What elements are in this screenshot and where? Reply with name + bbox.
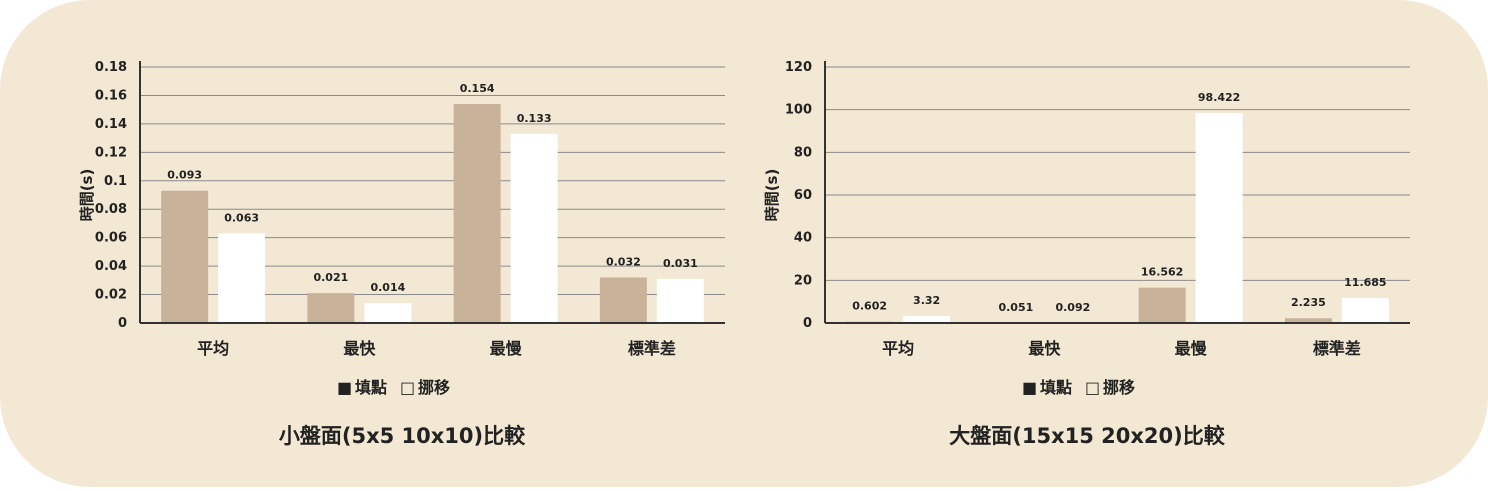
large-board-chart-svg: 0 20 40 60 80 100 120 0.602 3.32 平均 0.051 0.092 最快 16… [745,0,1445,487]
bar-move [511,134,558,323]
small-board-chart: 0 0.02 0.04 0.06 0.08 0.1 0.12 0.14 0.16 0.18 0.09… [60,0,760,487]
chart-title: 大盤面(15x15 20x20)比較 [949,424,1225,448]
data-label: 98.422 [1198,91,1240,104]
small-board-chart-svg: 0 0.02 0.04 0.06 0.08 0.1 0.12 0.14 0.16 0.18 0.09… [60,0,760,487]
y-tick-label: 40 [794,231,812,246]
y-tick-label: 0.16 [95,88,127,103]
data-label: 0.014 [370,281,405,294]
y-tick-label: 0.18 [95,60,127,75]
data-label: 11.685 [1344,276,1386,289]
data-label: 0.032 [606,255,641,268]
bar-fill [1139,288,1186,323]
bar-move [903,316,950,323]
data-label: 0.031 [663,257,698,270]
y-tick-label: 0.08 [95,202,127,217]
data-label: 0.021 [313,271,348,284]
y-axis-label: 時間(s) [78,169,96,222]
category-label: 最快 [1028,339,1061,358]
y-axis-label: 時間(s) [763,169,781,222]
data-label: 0.092 [1055,301,1090,314]
y-tick-label: 60 [794,188,812,203]
legend-marker-fill: ■ [337,378,352,397]
y-tick-label: 100 [785,103,812,118]
data-label: 0.093 [167,169,202,182]
y-tick-label: 0.04 [95,259,127,274]
y-tick-label: 0 [118,316,127,331]
bar-move [1196,113,1243,323]
data-label: 0.602 [852,300,887,313]
data-label: 3.32 [913,294,940,307]
bar-move [1342,298,1389,323]
legend-marker-fill: ■ [1022,378,1037,397]
bar-fill [454,104,501,323]
category-label: 最慢 [1175,339,1208,358]
legend-marker-move: □ [1085,378,1100,397]
bar-fill [600,277,647,323]
y-tick-label: 0.14 [95,117,127,132]
y-tick-label: 80 [794,145,812,160]
data-label: 16.562 [1141,266,1183,279]
legend-label-fill: 填點 [1040,378,1072,397]
legend-label-move: 挪移 [418,378,450,397]
data-label: 0.154 [460,82,495,95]
y-tick-label: 0.1 [104,174,127,189]
data-label: 2.235 [1291,296,1326,309]
y-tick-label: 0.02 [95,288,127,303]
bar-fill [307,293,354,323]
y-tick-label: 0.12 [95,145,127,160]
data-label: 0.051 [998,301,1033,314]
bar-move [657,279,704,323]
category-label: 最快 [343,339,376,358]
chart-title: 小盤面(5x5 10x10)比較 [279,424,526,448]
legend-label-move: 挪移 [1103,378,1135,397]
category-label: 平均 [882,339,914,358]
bar-move [364,303,411,323]
category-label: 標準差 [1313,339,1361,358]
data-label: 0.063 [224,211,259,224]
y-tick-label: 0 [803,316,812,331]
category-label: 最慢 [490,339,523,358]
category-label: 標準差 [628,339,676,358]
bar-move [218,233,265,323]
legend-marker-move: □ [400,378,415,397]
y-tick-label: 120 [785,60,812,75]
y-tick-label: 20 [794,273,812,288]
category-label: 平均 [197,339,229,358]
legend-label-fill: 填點 [355,378,387,397]
data-label: 0.133 [517,112,552,125]
bar-fill [161,191,208,323]
y-tick-label: 0.06 [95,231,127,246]
large-board-chart: 0 20 40 60 80 100 120 0.602 3.32 平均 0.051 0.092 最快 16… [745,0,1445,487]
